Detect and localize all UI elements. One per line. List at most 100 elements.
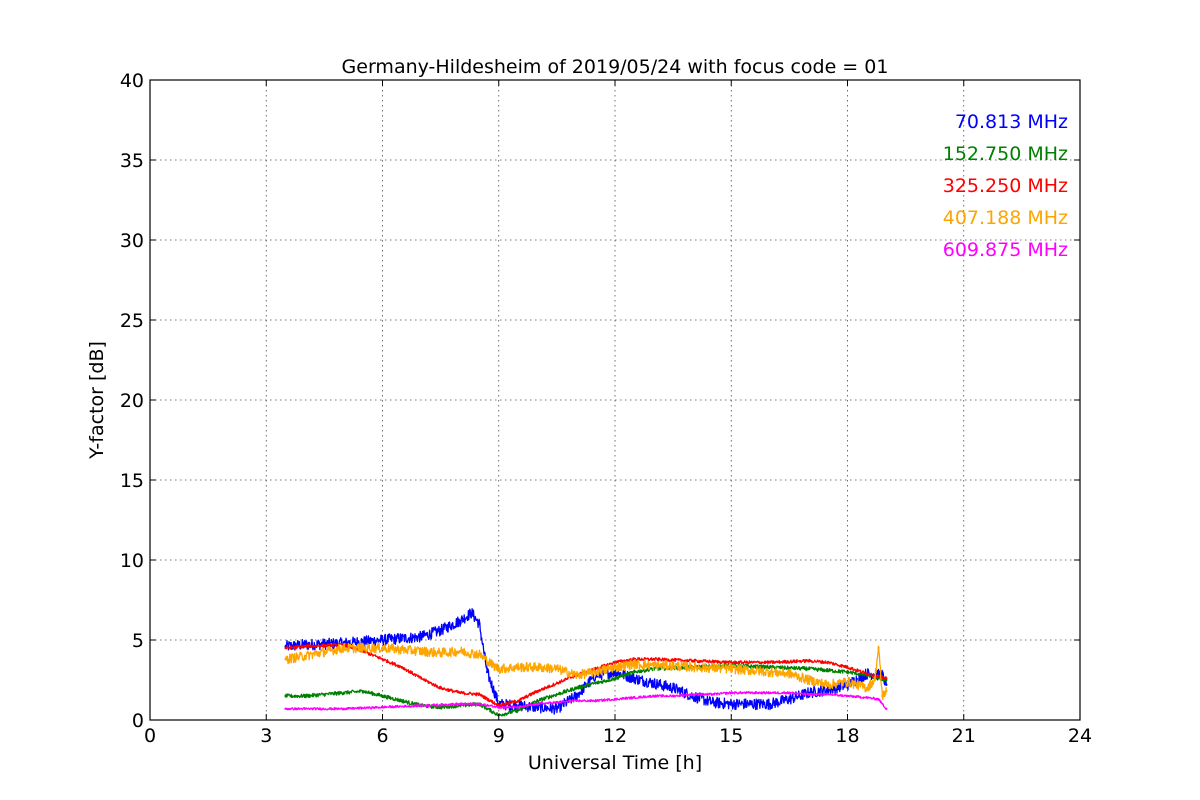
data-point: [381, 706, 384, 709]
data-point: [768, 702, 772, 706]
y-axis-label: Y-factor [dB]: [86, 341, 108, 460]
data-point: [788, 691, 791, 694]
data-point: [807, 678, 810, 682]
data-point: [485, 670, 489, 674]
data-point: [768, 691, 772, 694]
y-tick-label: 20: [120, 390, 144, 412]
y-tick-label: 25: [120, 310, 144, 332]
data-point: [458, 650, 462, 653]
data-point: [420, 650, 423, 653]
x-tick-label: 15: [719, 725, 743, 747]
x-tick-label: 0: [144, 725, 156, 747]
data-point: [873, 678, 876, 682]
data-point: [594, 682, 597, 685]
data-point: [342, 707, 345, 710]
data-point: [633, 670, 636, 674]
data-point: [478, 693, 481, 696]
data-point: [470, 611, 473, 614]
y-tick-label: 30: [120, 230, 144, 252]
data-point: [671, 686, 675, 690]
grid-lines: [150, 80, 1080, 720]
y-tick-label: 10: [120, 550, 144, 572]
data-point: [613, 670, 617, 674]
legend: 70.813 MHz 152.750 MHz 325.250 MHz 407.188 …: [943, 111, 1068, 261]
data-point: [826, 693, 830, 696]
data-point: [575, 686, 578, 690]
legend-entry: 407.188 MHz: [943, 207, 1068, 229]
x-tick-label: 9: [493, 725, 505, 747]
data-point: [536, 706, 539, 709]
data-point: [342, 691, 345, 694]
data-point: [516, 709, 520, 712]
data-point: [788, 698, 791, 701]
data-point: [303, 694, 307, 698]
data-point: [633, 677, 636, 680]
data-point: [846, 680, 849, 683]
data-point: [400, 699, 404, 702]
data-point: [575, 674, 578, 677]
data-point: [458, 619, 462, 622]
data-point: [633, 662, 636, 666]
data-point: [303, 645, 307, 648]
chart-title: Germany-Hildesheim of 2019/05/24 with fo…: [342, 56, 889, 78]
data-point: [865, 686, 869, 690]
data-point: [826, 683, 830, 686]
data-point: [768, 666, 772, 669]
data-point: [691, 693, 694, 696]
data-point: [439, 629, 442, 632]
legend-entry: 609.875 MHz: [943, 239, 1068, 261]
series-line: [284, 642, 887, 701]
data-point: [555, 693, 559, 696]
data-point: [420, 704, 423, 707]
data-point: [420, 635, 423, 638]
data-point: [594, 670, 597, 674]
data-point: [303, 707, 307, 710]
data-point: [555, 667, 559, 670]
data-point: [478, 653, 481, 656]
data-point: [420, 677, 423, 680]
data-point: [575, 699, 578, 702]
data-point: [885, 683, 888, 686]
data-point: [400, 666, 404, 669]
data-point: [826, 661, 830, 664]
data-point: [555, 701, 559, 704]
tick-marks: [149, 79, 1081, 721]
x-tick-label: 24: [1068, 725, 1092, 747]
series-line: [285, 691, 887, 711]
data-point: [284, 707, 287, 710]
data-point: [730, 702, 733, 706]
data-point: [284, 694, 287, 698]
series-layer: [284, 608, 888, 717]
data-point: [439, 686, 442, 690]
y-tick-label: 5: [132, 630, 144, 652]
data-point: [768, 661, 772, 664]
data-point: [652, 694, 655, 698]
x-tick-label: 12: [603, 725, 627, 747]
data-point: [710, 693, 714, 696]
data-point: [652, 682, 655, 685]
data-point: [881, 694, 884, 698]
data-point: [439, 706, 442, 709]
series-line: [284, 663, 887, 717]
data-point: [536, 702, 539, 706]
series-line: [284, 608, 887, 715]
legend-entry: 152.750 MHz: [943, 143, 1068, 165]
data-point: [342, 646, 345, 650]
data-point: [652, 664, 655, 667]
data-point: [458, 702, 462, 706]
data-point: [489, 662, 493, 666]
data-point: [885, 690, 888, 693]
data-point: [846, 666, 849, 669]
data-point: [458, 691, 462, 694]
data-point: [788, 672, 791, 675]
data-point: [877, 698, 880, 701]
data-point: [613, 698, 617, 701]
data-point: [516, 706, 520, 709]
y-tick-label: 40: [120, 70, 144, 92]
data-point: [749, 691, 752, 694]
data-point: [478, 622, 481, 626]
legend-entry: 325.250 MHz: [943, 175, 1068, 197]
y-tick-label: 0: [132, 710, 144, 732]
plot-area: [149, 79, 1081, 721]
